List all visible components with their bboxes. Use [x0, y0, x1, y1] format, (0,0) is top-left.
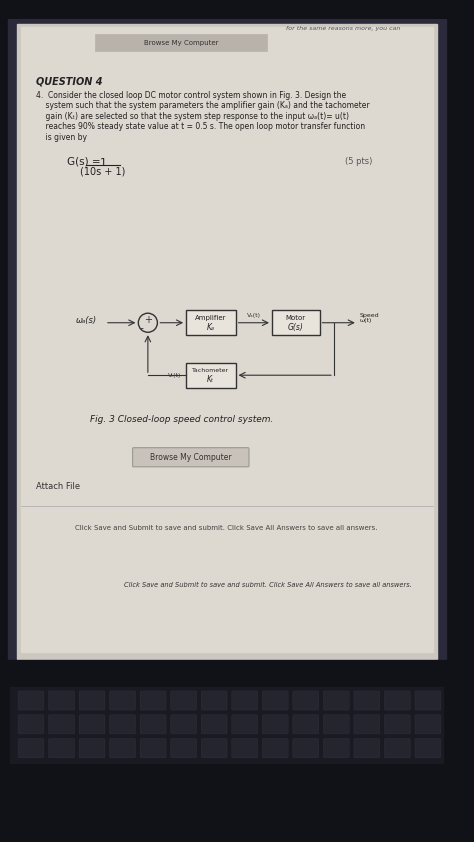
- FancyBboxPatch shape: [323, 715, 349, 734]
- FancyBboxPatch shape: [384, 715, 410, 734]
- FancyBboxPatch shape: [140, 715, 166, 734]
- FancyBboxPatch shape: [384, 691, 410, 710]
- Text: Attach File: Attach File: [36, 482, 81, 491]
- Text: 1: 1: [100, 157, 107, 168]
- FancyBboxPatch shape: [415, 715, 441, 734]
- FancyBboxPatch shape: [232, 715, 257, 734]
- Text: reaches 90% steady state value at t = 0.5 s. The open loop motor transfer functi: reaches 90% steady state value at t = 0.…: [36, 122, 365, 131]
- Text: QUESTION 4: QUESTION 4: [36, 77, 103, 87]
- FancyBboxPatch shape: [49, 715, 74, 734]
- FancyBboxPatch shape: [18, 738, 44, 758]
- FancyBboxPatch shape: [18, 691, 44, 710]
- Text: Amplifier: Amplifier: [195, 315, 227, 321]
- FancyBboxPatch shape: [354, 738, 380, 758]
- Text: ωₐ(s): ωₐ(s): [76, 317, 98, 325]
- FancyBboxPatch shape: [354, 715, 380, 734]
- Text: G(s): G(s): [288, 323, 304, 332]
- FancyBboxPatch shape: [323, 738, 349, 758]
- FancyBboxPatch shape: [293, 691, 319, 710]
- Text: Tachometer: Tachometer: [192, 368, 229, 373]
- Text: -: -: [139, 323, 143, 333]
- FancyBboxPatch shape: [201, 738, 227, 758]
- Bar: [21, 27, 433, 652]
- Text: Click Save and Submit to save and submit. Click Save All Answers to save all ans: Click Save and Submit to save and submit…: [75, 525, 377, 531]
- FancyBboxPatch shape: [109, 691, 136, 710]
- Text: Browse My Computer: Browse My Computer: [150, 453, 232, 461]
- Text: Motor: Motor: [286, 315, 306, 321]
- Bar: [8, 19, 447, 668]
- Text: G(s) =: G(s) =: [67, 157, 100, 167]
- FancyBboxPatch shape: [232, 691, 257, 710]
- Text: 4.  Consider the closed loop DC motor control system shown in Fig. 3. Design the: 4. Consider the closed loop DC motor con…: [36, 91, 346, 100]
- FancyBboxPatch shape: [415, 738, 441, 758]
- FancyBboxPatch shape: [415, 691, 441, 710]
- Text: system such that the system parameters the amplifier gain (Kₐ) and the tachomete: system such that the system parameters t…: [36, 101, 370, 110]
- Bar: [9, 687, 443, 764]
- Text: Fig. 3 Closed-loop speed control system.: Fig. 3 Closed-loop speed control system.: [90, 415, 273, 424]
- Text: gain (Kₜ) are selected so that the system step response to the input ωₐ(t)= u(t): gain (Kₜ) are selected so that the syste…: [36, 112, 349, 121]
- FancyBboxPatch shape: [262, 715, 288, 734]
- Text: (5 pts): (5 pts): [345, 157, 372, 166]
- FancyBboxPatch shape: [49, 691, 74, 710]
- Bar: [186, 363, 236, 387]
- FancyBboxPatch shape: [171, 691, 197, 710]
- Text: (10s + 1): (10s + 1): [81, 166, 126, 176]
- FancyBboxPatch shape: [262, 738, 288, 758]
- FancyBboxPatch shape: [79, 738, 105, 758]
- Text: is given by: is given by: [36, 133, 87, 142]
- FancyBboxPatch shape: [262, 691, 288, 710]
- FancyBboxPatch shape: [133, 448, 249, 466]
- FancyBboxPatch shape: [293, 738, 319, 758]
- Text: Vₜ(t): Vₜ(t): [168, 373, 181, 378]
- FancyBboxPatch shape: [201, 715, 227, 734]
- Text: Vₐ(t): Vₐ(t): [247, 312, 261, 317]
- Bar: [0, 660, 452, 823]
- FancyBboxPatch shape: [109, 738, 136, 758]
- FancyBboxPatch shape: [232, 738, 257, 758]
- FancyBboxPatch shape: [384, 738, 410, 758]
- Text: Browse My Computer: Browse My Computer: [144, 40, 219, 46]
- FancyBboxPatch shape: [79, 691, 105, 710]
- Text: Click Save and Submit to save and submit. Click Save All Answers to save all ans: Click Save and Submit to save and submit…: [124, 582, 412, 589]
- FancyBboxPatch shape: [293, 715, 319, 734]
- Bar: [17, 24, 437, 658]
- Text: +: +: [144, 315, 152, 325]
- Bar: [95, 34, 267, 51]
- Text: Kₜ: Kₜ: [207, 376, 214, 385]
- FancyBboxPatch shape: [171, 738, 197, 758]
- FancyBboxPatch shape: [140, 691, 166, 710]
- Text: Kₐ: Kₐ: [207, 323, 215, 332]
- Text: for the same reasons more, you can: for the same reasons more, you can: [286, 26, 401, 31]
- FancyBboxPatch shape: [354, 691, 380, 710]
- FancyBboxPatch shape: [18, 715, 44, 734]
- FancyBboxPatch shape: [171, 715, 197, 734]
- Bar: [272, 311, 319, 335]
- Text: Speed
ω(t): Speed ω(t): [360, 312, 379, 323]
- FancyBboxPatch shape: [79, 715, 105, 734]
- FancyBboxPatch shape: [109, 715, 136, 734]
- FancyBboxPatch shape: [323, 691, 349, 710]
- FancyBboxPatch shape: [49, 738, 74, 758]
- FancyBboxPatch shape: [201, 691, 227, 710]
- Bar: [186, 311, 236, 335]
- FancyBboxPatch shape: [140, 738, 166, 758]
